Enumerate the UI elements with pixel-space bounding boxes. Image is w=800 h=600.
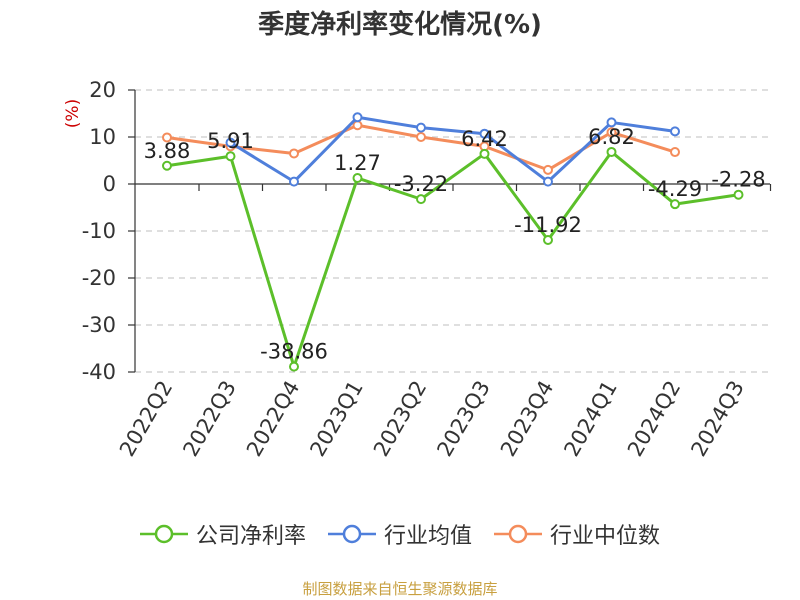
legend-industry-median-marker-icon (494, 524, 542, 544)
data-label-company: -38.86 (260, 340, 328, 364)
y-tick-label: 0 (103, 172, 116, 196)
legend-label-industry-median: 行业中位数 (550, 524, 661, 549)
data-point-industry-avg (479, 128, 490, 139)
data-label-company: 6.82 (588, 125, 635, 149)
y-tick-label: -30 (82, 313, 116, 337)
data-point-company (733, 189, 744, 200)
data-label-company: -3.22 (394, 172, 448, 196)
data-point-industry-avg (416, 122, 426, 133)
data-point-industry-median (352, 120, 363, 131)
data-label-company: -11.92 (514, 213, 582, 237)
x-tick-label: 2023Q1 (305, 377, 367, 461)
data-label-company: 3.88 (144, 139, 191, 163)
data-point-company (606, 146, 617, 157)
data-point-industry-avg (606, 117, 617, 128)
data-point-company (352, 173, 363, 184)
x-tick-label: 2024Q3 (686, 377, 748, 461)
data-label-company: -4.29 (648, 177, 702, 201)
data-label-company: 6.42 (461, 127, 508, 151)
data-point-industry-median (416, 132, 426, 142)
data-point-company (416, 194, 426, 205)
data-point-industry-median (670, 147, 680, 158)
data-point-industry-avg (543, 176, 553, 187)
x-tick-label: 2023Q4 (496, 377, 558, 461)
data-point-company (543, 235, 553, 246)
data-point-industry-median (606, 127, 617, 138)
legend-item-industry-median[interactable]: 行业中位数 (494, 518, 660, 550)
legend-label-company: 公司净利率 (195, 524, 306, 549)
legend-item-industry-avg[interactable]: 行业均值 (327, 518, 472, 550)
legend-industry-avg-marker-icon (327, 524, 376, 544)
legend-label-industry-avg: 行业均值 (383, 524, 472, 549)
data-label-company: -2.28 (711, 168, 765, 192)
x-tick-label: 2024Q1 (559, 377, 621, 461)
y-tick-label: -40 (82, 360, 116, 384)
series-layer (162, 112, 744, 372)
x-tick-label: 2024Q2 (623, 377, 685, 461)
y-axis-label: (%) (63, 99, 83, 128)
legend-item-company[interactable]: 公司净利率 (139, 518, 306, 550)
x-tick-label: 2023Q2 (369, 377, 431, 461)
data-point-industry-median (543, 164, 553, 175)
data-point-industry-median (162, 132, 172, 143)
data-point-industry-avg (352, 112, 363, 123)
data-point-industry-avg (289, 176, 299, 187)
data-label-company: 5.91 (207, 129, 254, 153)
x-tick-label: 2022Q4 (242, 377, 304, 461)
data-point-industry-median (289, 148, 299, 159)
data-point-industry-avg (670, 126, 680, 137)
data-point-company (670, 199, 680, 210)
x-tick-label: 2023Q3 (432, 377, 494, 461)
data-point-company (289, 361, 299, 372)
y-tick-label: -10 (82, 219, 116, 243)
chart-title: 季度净利率变化情况(%) (258, 10, 542, 40)
legend: 公司净利率 行业均值 行业中位数 (0, 518, 800, 550)
x-tick-label: 2022Q2 (115, 377, 177, 461)
data-point-company (225, 151, 236, 162)
y-tick-label: 20 (89, 78, 116, 102)
legend-company-marker-icon (139, 524, 188, 544)
x-tick-label: 2022Q3 (178, 377, 240, 461)
data-point-industry-avg (225, 137, 236, 148)
data-label-company: 1.27 (334, 151, 381, 175)
y-tick-label: -20 (82, 266, 116, 290)
series-line-industry-avg (229, 115, 676, 184)
data-label-layer: 3.88 5.91 -38.86 1.27 -3.22 6.42 -11.92 6.82 -4.… (144, 125, 766, 364)
y-tick-label: 10 (89, 125, 116, 149)
source-note: 制图数据来自恒生聚源数据库 (302, 580, 498, 598)
series-line-company (166, 150, 739, 369)
grid-layer (135, 89, 770, 373)
data-point-company (162, 160, 172, 171)
data-point-company (479, 148, 490, 159)
